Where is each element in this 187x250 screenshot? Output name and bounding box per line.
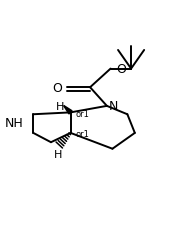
Text: O: O <box>52 82 62 94</box>
Text: H: H <box>56 102 64 112</box>
Polygon shape <box>64 106 72 114</box>
Text: H: H <box>54 149 63 159</box>
Text: or1: or1 <box>75 130 89 139</box>
Text: or1: or1 <box>75 110 89 119</box>
Text: N: N <box>109 100 118 112</box>
Text: O: O <box>116 63 126 76</box>
Text: NH: NH <box>5 117 24 130</box>
